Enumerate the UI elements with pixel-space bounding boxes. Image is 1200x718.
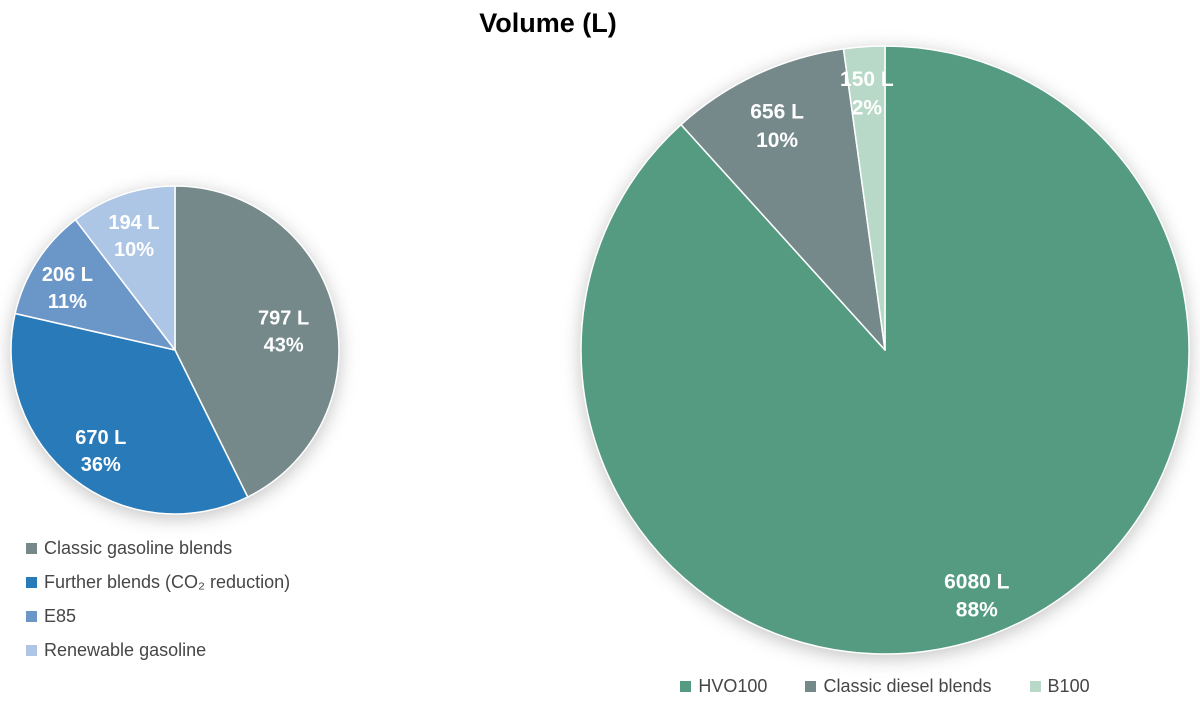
pie-slice-classic-gasoline-blends xyxy=(174,185,340,498)
slice-percent-label: 88% xyxy=(956,599,998,622)
legend-swatch-icon xyxy=(26,611,37,622)
pie-slice-classic-diesel-blends xyxy=(680,48,886,351)
pie-slice-b100 xyxy=(842,45,886,351)
chart-title: Volume (L) xyxy=(479,8,617,38)
pie-slice-label-classic-gasoline-blends: 797 L 43% xyxy=(258,308,309,357)
slice-percent-label: 10% xyxy=(114,239,154,261)
legend-item-hvo100: HVO100 xyxy=(680,676,767,697)
legend-item-b100: B100 xyxy=(1029,676,1090,697)
slice-percent-label: 2% xyxy=(852,97,883,120)
diesel-legend: HVO100 Classic diesel blends B100 xyxy=(578,676,1192,697)
legend-item-further-blends-co-reduction: Further blends (CO₂ reduction) xyxy=(26,572,290,593)
legend-swatch-icon xyxy=(680,681,692,692)
pie-slice-renewable-gasoline xyxy=(74,185,176,351)
pie-slice-label-hvo100: 6080 L 88% xyxy=(944,570,1010,621)
legend-label: Classic gasoline blends xyxy=(44,538,233,558)
slice-percent-label: 11% xyxy=(48,291,87,313)
legend-item-e85: E85 xyxy=(26,606,290,627)
pie-slice-label-b100: 150 L 2% xyxy=(840,68,894,119)
slice-value-label: 797 L xyxy=(258,308,309,330)
legend-label: HVO100 xyxy=(698,676,768,696)
legend-swatch-icon xyxy=(26,543,37,554)
slice-value-label: 670 L xyxy=(75,427,126,449)
legend-item-classic-gasoline-blends: Classic gasoline blends xyxy=(26,538,290,559)
slice-value-label: 6080 L xyxy=(944,570,1010,593)
pie-slice-label-renewable-gasoline: 194 L 10% xyxy=(108,212,159,261)
legend-swatch-icon xyxy=(805,681,817,692)
slice-value-label: 206 L xyxy=(42,264,93,286)
slice-value-label: 150 L xyxy=(840,68,894,91)
legend-swatch-icon xyxy=(1029,681,1041,692)
pie-slice-label-classic-diesel-blends: 656 L 10% xyxy=(750,101,804,152)
legend-label: Renewable gasoline xyxy=(44,640,207,660)
diesel-pie-chart: 6080 L 88% 656 L 10% 150 L 2% xyxy=(580,45,1190,655)
pie-slice-label-further-blends-co-reduction: 670 L 36% xyxy=(75,427,126,476)
slice-percent-label: 43% xyxy=(264,335,304,357)
legend-swatch-icon xyxy=(26,645,37,656)
legend-label: E85 xyxy=(44,606,77,626)
gasoline-legend: Classic gasoline blends Further blends (C… xyxy=(26,538,290,661)
pie-slice-label-e85: 206 L 11% xyxy=(42,264,93,313)
legend-item-classic-diesel-blends: Classic diesel blends xyxy=(805,676,992,697)
slice-value-label: 656 L xyxy=(750,101,804,124)
legend-label: Classic diesel blends xyxy=(823,676,992,696)
pie-slice-further-blends-co-reduction xyxy=(10,312,249,515)
slice-percent-label: 10% xyxy=(756,129,798,152)
legend-label: Further blends (CO₂ reduction) xyxy=(44,572,291,592)
pie-slice-e85 xyxy=(14,218,176,351)
legend-item-renewable-gasoline: Renewable gasoline xyxy=(26,640,290,661)
gasoline-pie-chart: 797 L 43% 670 L 36% 206 L 11% 194 L 10% xyxy=(10,185,340,515)
legend-swatch-icon xyxy=(26,577,37,588)
legend-label: B100 xyxy=(1047,676,1090,696)
slice-percent-label: 36% xyxy=(81,454,121,476)
slice-value-label: 194 L xyxy=(108,212,159,234)
